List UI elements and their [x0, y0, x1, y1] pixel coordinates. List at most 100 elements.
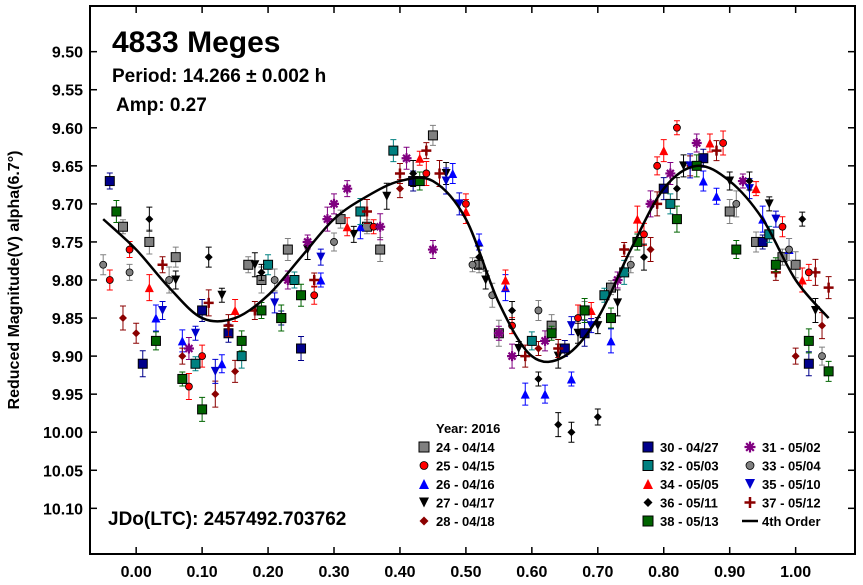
data-point [508, 306, 517, 315]
data-point [342, 222, 352, 232]
legend-marker [419, 461, 429, 470]
data-point [698, 176, 708, 186]
data-point [263, 259, 274, 270]
data-point [210, 366, 220, 376]
legend-label: 26 - 04/16 [436, 477, 495, 492]
data-point [349, 229, 359, 239]
y-tick-label: 9.70 [52, 197, 83, 214]
data-point [177, 373, 188, 384]
data-point [296, 343, 307, 354]
data-point [388, 145, 399, 156]
data-point [818, 352, 826, 361]
data-point [468, 260, 477, 269]
legend-marker [643, 479, 653, 489]
data-point [441, 176, 451, 186]
legend: 24 - 04/14 25 - 04/15 26 - 04/16 27 - 04/17… [418, 440, 821, 529]
data-point [803, 335, 814, 346]
data-point [653, 161, 662, 170]
data-point [540, 335, 551, 346]
x-axis: 0.00 0.10 0.20 0.30 0.40 0.50 0.60 0.70 0.80 0.90… [121, 6, 811, 581]
data-point [250, 260, 260, 270]
x-tick-label: 0.60 [516, 564, 547, 581]
data-point [355, 222, 365, 232]
period-label: Period: 14.266 ± 0.002 h [112, 66, 326, 87]
data-point [132, 329, 141, 338]
x-tick-label: 0.40 [384, 564, 415, 581]
data-point [422, 169, 431, 178]
series-12 [157, 140, 834, 368]
series-8 [99, 190, 826, 366]
data-point [646, 245, 655, 254]
data-point [823, 282, 834, 293]
data-point [117, 221, 128, 232]
data-point [316, 252, 326, 262]
data-point [546, 328, 557, 339]
legend-label: 36 - 05/11 [660, 496, 718, 511]
data-point [823, 366, 834, 377]
data-point [540, 389, 550, 399]
x-tick-label: 0.70 [582, 564, 613, 581]
data-point [671, 214, 682, 225]
data-point [151, 313, 161, 323]
data-point [421, 145, 432, 156]
data-point [145, 215, 154, 224]
legend-marker [643, 498, 653, 507]
data-point [566, 374, 576, 384]
data-point [553, 343, 564, 354]
data-point [791, 352, 800, 361]
data-point [454, 199, 464, 209]
data-point [665, 168, 676, 179]
data-point [157, 259, 168, 270]
data-point [751, 184, 761, 194]
data-point [672, 184, 681, 193]
series-2 [151, 162, 794, 406]
y-tick-label: 10.10 [43, 501, 83, 518]
y-tick-label: 10.05 [43, 463, 83, 480]
data-point [605, 313, 616, 324]
data-point [270, 276, 279, 284]
legend-marker [419, 497, 429, 508]
x-tick-label: 1.00 [780, 564, 811, 581]
data-point [691, 138, 702, 148]
legend-marker [642, 460, 654, 471]
data-point [520, 389, 530, 399]
x-tick-label: 0.50 [450, 564, 481, 581]
data-point [144, 236, 155, 247]
legend-label: 38 - 05/13 [660, 514, 719, 529]
data-point [170, 252, 181, 263]
data-point [342, 183, 353, 194]
data-point [401, 153, 412, 164]
x-tick-label: 0.00 [121, 564, 152, 581]
data-point [737, 176, 748, 187]
data-point [778, 222, 787, 231]
data-point [375, 244, 386, 255]
legend-label: 4th Order [762, 514, 821, 529]
data-point [191, 328, 201, 338]
data-point [144, 283, 154, 293]
x-tick-label: 0.10 [187, 564, 218, 581]
data-point [171, 275, 181, 285]
data-point [613, 298, 623, 308]
data-point [118, 314, 127, 323]
data-point [619, 244, 630, 255]
y-tick-label: 9.65 [52, 159, 83, 176]
data-point [771, 214, 781, 224]
data-point [177, 336, 187, 346]
data-point [289, 275, 300, 285]
legend-marker [745, 479, 755, 489]
y-tick-label: 10.00 [43, 425, 83, 442]
data-point [270, 298, 280, 308]
data-point [731, 244, 742, 255]
data-point [712, 191, 722, 201]
fit-curve [102, 164, 830, 364]
data-point [507, 351, 518, 362]
data-point [514, 344, 524, 353]
x-tick-label: 0.90 [714, 564, 745, 581]
data-point [125, 268, 134, 277]
data-point [197, 305, 208, 316]
data-point [309, 275, 320, 285]
data-point [256, 305, 267, 316]
data-point [217, 290, 227, 300]
amplitude-label: Amp: 0.27 [116, 95, 207, 116]
data-point [230, 305, 240, 315]
